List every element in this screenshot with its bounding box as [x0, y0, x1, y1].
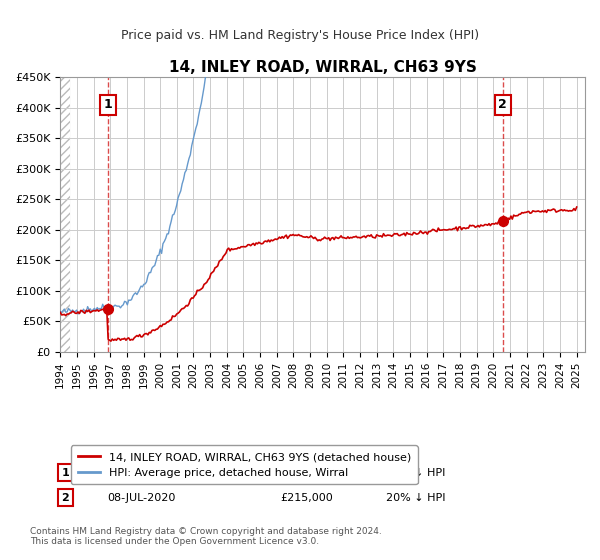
Text: £70,000: £70,000 [281, 468, 326, 478]
Text: Price paid vs. HM Land Registry's House Price Index (HPI): Price paid vs. HM Land Registry's House … [121, 29, 479, 42]
Text: 11% ↓ HPI: 11% ↓ HPI [386, 468, 445, 478]
Text: Contains HM Land Registry data © Crown copyright and database right 2024.
This d: Contains HM Land Registry data © Crown c… [30, 526, 382, 546]
Text: 2: 2 [499, 99, 507, 111]
Text: 2: 2 [62, 493, 70, 502]
Text: 1: 1 [104, 99, 113, 111]
Bar [60, 77, 68, 352]
Title: 14, INLEY ROAD, WIRRAL, CH63 9YS: 14, INLEY ROAD, WIRRAL, CH63 9YS [169, 60, 476, 75]
Text: 1: 1 [62, 468, 70, 478]
Text: 20% ↓ HPI: 20% ↓ HPI [386, 493, 445, 502]
Text: £215,000: £215,000 [281, 493, 334, 502]
Text: 08-JUL-2020: 08-JUL-2020 [107, 493, 176, 502]
Text: 18-NOV-1996: 18-NOV-1996 [107, 468, 182, 478]
Legend: 14, INLEY ROAD, WIRRAL, CH63 9YS (detached house), HPI: Average price, detached : 14, INLEY ROAD, WIRRAL, CH63 9YS (detach… [71, 445, 418, 484]
